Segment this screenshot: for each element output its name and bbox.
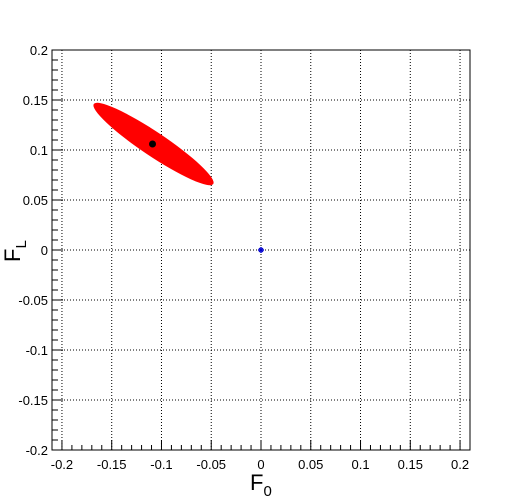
- y-tick-label: 0.05: [23, 193, 48, 208]
- y-tick-label: 0.2: [30, 43, 48, 58]
- x-tick-label: -0.1: [150, 457, 172, 472]
- y-tick-label: -0.2: [26, 443, 48, 458]
- x-tick-label: 0.2: [451, 457, 469, 472]
- x-axis-title-main: F: [250, 470, 263, 495]
- y-tick-label: 0.1: [30, 143, 48, 158]
- x-axis-title-sub: 0: [263, 483, 271, 500]
- x-tick-label: -0.15: [97, 457, 127, 472]
- x-tick-label: -0.05: [196, 457, 226, 472]
- y-axis-title: FL: [0, 240, 30, 262]
- x-tick-label: 0.05: [298, 457, 323, 472]
- reference-point: [258, 247, 264, 253]
- x-axis-ticks: [51, 440, 471, 450]
- y-axis-title-sub: L: [13, 240, 30, 248]
- y-tick-label: -0.1: [26, 343, 48, 358]
- x-tick-label: 0: [257, 457, 264, 472]
- y-axis-ticks: [52, 49, 63, 451]
- y-tick-label: 0.15: [23, 93, 48, 108]
- y-tick-label: -0.15: [18, 393, 48, 408]
- grid-lines: [52, 49, 470, 451]
- x-tick-label: 0.15: [398, 457, 423, 472]
- y-axis-tick-labels: -0.2 -0.15 -0.1 -0.05 0 0.05 0.1 0.15 0.2: [18, 43, 48, 458]
- x-axis-tick-labels: -0.2 -0.15 -0.1 -0.05 0 0.05 0.1 0.15 0.2: [51, 457, 469, 472]
- points-layer: [149, 140, 264, 253]
- y-tick-label: -0.05: [18, 293, 48, 308]
- y-axis-title-main: F: [0, 249, 25, 262]
- x-axis-title: F0: [250, 470, 272, 500]
- y-tick-label: 0: [41, 243, 48, 258]
- best-fit-point: [149, 140, 157, 148]
- x-tick-label: 0.1: [351, 457, 369, 472]
- x-tick-label: -0.2: [51, 457, 73, 472]
